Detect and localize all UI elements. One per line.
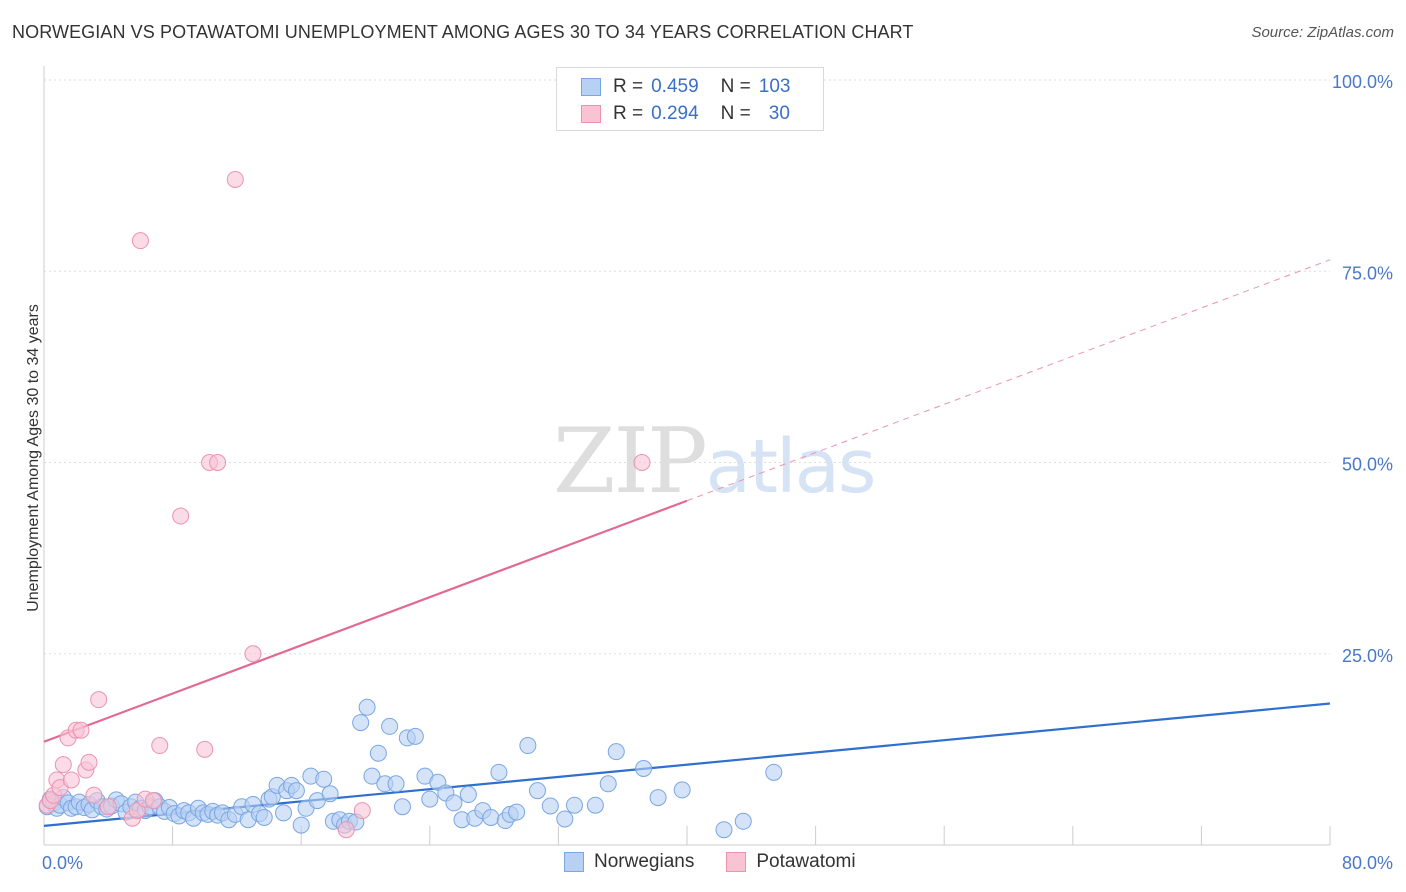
norwegians-point	[673, 781, 691, 799]
x-tick-label: 80.0%	[1342, 853, 1393, 873]
norwegians-point	[275, 804, 293, 822]
potawatomi-points	[38, 170, 651, 839]
potawatomi-point	[80, 753, 98, 771]
norwegians-point	[519, 737, 537, 755]
norwegians-point	[765, 763, 783, 781]
potawatomi-point	[353, 802, 371, 820]
potawatomi-point	[172, 507, 190, 525]
n-value: 30	[768, 103, 790, 124]
norwegians-point	[287, 782, 305, 800]
r-value: 0.459	[651, 76, 699, 97]
potawatomi-point	[72, 721, 90, 739]
potawatomi-point	[131, 232, 149, 250]
series-legend: Norwegians Potawatomi	[564, 851, 888, 873]
norwegians-point	[393, 798, 411, 816]
potawatomi-point	[633, 454, 651, 471]
norwegians-point	[292, 816, 310, 834]
correlation-legend: R = 0.459 N = 103 R = 0.294 N = 30	[556, 67, 824, 131]
watermark: ZIPatlas	[553, 405, 877, 515]
y-tick-label: 50.0%	[1342, 455, 1393, 475]
norwegians-point	[508, 803, 526, 821]
potawatomi-legend-label: Potawatomi	[756, 851, 856, 872]
norwegians-legend-label: Norwegians	[594, 851, 695, 872]
norwegians-point	[445, 794, 463, 812]
norwegians-point	[586, 796, 604, 814]
norwegians-point	[734, 812, 752, 830]
potawatomi-point	[337, 821, 355, 839]
norwegians-points	[38, 698, 783, 839]
watermark-atlas: atlas	[705, 424, 877, 510]
norwegians-point	[352, 714, 370, 732]
norwegians-point	[358, 698, 376, 716]
norwegians-point	[556, 810, 574, 828]
tick-labels: 25.0% 50.0% 75.0% 100.0% 0.0% 80.0%	[42, 72, 1393, 873]
norwegians-point	[482, 808, 500, 826]
norwegians-swatch	[581, 78, 601, 96]
legend-row-norwegians: R = 0.459 N = 103	[581, 73, 790, 101]
norwegians-point	[421, 790, 439, 808]
x-tick-label: 0.0%	[42, 853, 83, 873]
potawatomi-point	[62, 771, 80, 789]
n-label: N =	[720, 76, 751, 97]
potawatomi-point	[144, 792, 162, 810]
potawatomi-trend-line	[43, 499, 688, 743]
norwegians-point	[715, 821, 733, 839]
y-tick-label: 100.0%	[1332, 72, 1393, 92]
legend-row-potawatomi: R = 0.294 N = 30	[581, 100, 790, 128]
norwegians-point	[363, 767, 381, 785]
trend-lines	[43, 259, 1331, 827]
potawatomi-point	[151, 737, 169, 755]
grid-lines	[44, 79, 1330, 655]
watermark-zip: ZIP	[553, 409, 708, 514]
norwegians-point	[490, 763, 508, 781]
potawatomi-point	[90, 691, 108, 709]
norwegians-point	[565, 796, 583, 814]
potawatomi-point	[99, 798, 117, 816]
norwegians-point	[529, 782, 547, 800]
potawatomi-legend-swatch	[726, 852, 747, 872]
norwegians-point	[607, 743, 625, 761]
r-label: R =	[613, 76, 644, 97]
potawatomi-point	[209, 454, 227, 471]
norwegians-legend-swatch	[564, 852, 584, 872]
norwegians-point	[406, 727, 424, 745]
potawatomi-point	[196, 740, 214, 758]
y-axis-label: Unemployment Among Ages 30 to 34 years	[25, 304, 42, 612]
potawatomi-point	[85, 786, 103, 804]
r-value: 0.294	[651, 103, 699, 124]
potawatomi-trend-extension	[686, 259, 1331, 502]
chart-title: NORWEGIAN VS POTAWATOMI UNEMPLOYMENT AMO…	[12, 22, 914, 42]
potawatomi-point	[54, 756, 72, 774]
potawatomi-point	[226, 170, 244, 188]
y-tick-label: 25.0%	[1342, 646, 1393, 666]
norwegians-point	[315, 770, 333, 788]
potawatomi-swatch	[581, 105, 601, 123]
norwegians-point	[635, 760, 653, 777]
source-label: Source: ZipAtlas.com	[1251, 24, 1394, 41]
norwegians-point	[369, 744, 387, 762]
potawatomi-point	[244, 645, 262, 663]
r-label: R =	[613, 103, 644, 124]
norwegians-point	[649, 789, 667, 807]
norwegians-point	[541, 797, 559, 815]
norwegians-point	[321, 785, 339, 803]
legend-item-norwegians: Norwegians	[564, 851, 694, 873]
norwegians-point	[387, 775, 405, 793]
axes	[43, 66, 1331, 846]
norwegians-point	[255, 808, 273, 826]
norwegians-point	[459, 786, 477, 804]
norwegians-point	[599, 775, 617, 793]
n-label: N =	[720, 103, 751, 124]
n-value: 103	[758, 76, 791, 97]
y-tick-label: 75.0%	[1342, 263, 1393, 283]
legend-item-potawatomi: Potawatomi	[726, 851, 856, 873]
norwegians-point	[381, 717, 399, 735]
